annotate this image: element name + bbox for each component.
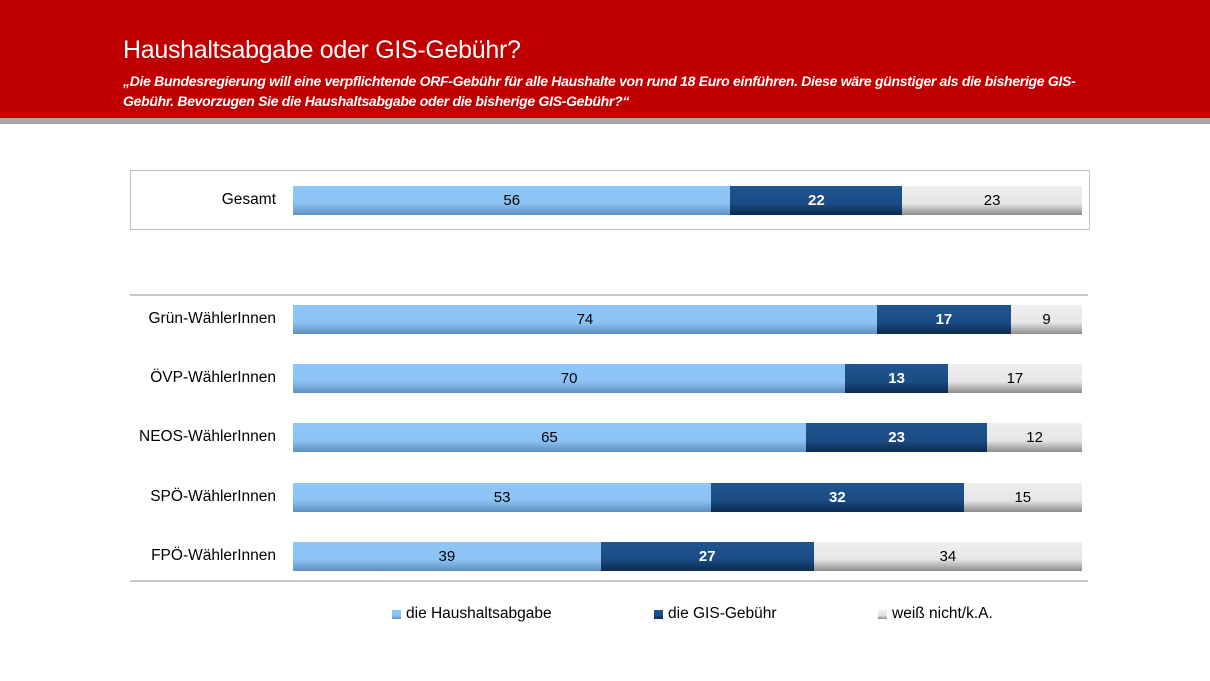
bar-row: 70 13 17: [293, 364, 1082, 393]
row-label: SPÖ-WählerInnen: [150, 488, 276, 505]
data-label: 34: [939, 548, 957, 565]
bar-segment: 70: [293, 364, 846, 393]
legend-item-haushaltsabgabe: die Haushaltsabgabe: [392, 605, 552, 623]
bar-segment: 39: [293, 542, 601, 571]
data-label: 39: [438, 548, 456, 565]
data-label: 15: [1014, 489, 1032, 506]
bar-segment: 13: [845, 364, 948, 393]
data-label: 22: [808, 192, 825, 209]
legend-swatch: [878, 609, 887, 619]
bar-segment: 15: [963, 483, 1082, 512]
legend-label: weiß nicht/k.A.: [892, 605, 993, 622]
data-label: 56: [503, 192, 521, 209]
legend: die Haushaltsabgabe die GIS-Gebühr weiß …: [0, 605, 1210, 625]
bar-segment: 34: [813, 542, 1082, 571]
legend-item-weiss-nicht: weiß nicht/k.A.: [878, 605, 993, 623]
bar-segment: 32: [711, 483, 964, 512]
legend-swatch: [392, 609, 401, 619]
bar-segment: 65: [293, 423, 806, 452]
total-box: [130, 170, 1090, 230]
data-label: 74: [576, 311, 594, 328]
legend-item-gis-gebuehr: die GIS-Gebühr: [654, 605, 777, 623]
data-label: 23: [983, 192, 1001, 209]
bar-segment: 53: [293, 483, 712, 512]
header-divider: [0, 118, 1210, 124]
bar-row: 53 32 15: [293, 483, 1082, 512]
legend-swatch: [654, 609, 663, 619]
data-label: 27: [698, 548, 716, 565]
bar-segment: 12: [987, 423, 1082, 452]
data-label: 17: [935, 311, 953, 328]
data-label: 23: [888, 429, 905, 446]
bar-segment: 27: [600, 542, 814, 571]
page-title: Haushaltsabgabe oder GIS-Gebühr?: [123, 36, 521, 64]
legend-label: die GIS-Gebühr: [668, 605, 777, 622]
row-label: FPÖ-WählerInnen: [151, 547, 276, 564]
bar-segment: 74: [293, 305, 877, 334]
bar-segment: 22: [730, 186, 903, 215]
data-label: 53: [493, 489, 511, 506]
bar-row: 74 17 9: [293, 305, 1082, 334]
row-label: ÖVP-WählerInnen: [150, 369, 276, 386]
divider-top: [130, 294, 1088, 296]
data-label: 65: [541, 429, 558, 446]
bar-row: 56 22 23: [293, 186, 1082, 215]
data-label: 12: [1026, 429, 1043, 446]
bar-segment: 9: [1010, 305, 1082, 334]
bar-row: 65 23 12: [293, 423, 1082, 452]
data-label: 17: [1006, 370, 1024, 387]
bar-segment: 56: [293, 186, 731, 215]
bar-row: 39 27 34: [293, 542, 1082, 571]
bar-segment: 23: [902, 186, 1082, 215]
row-label: NEOS-WählerInnen: [139, 428, 276, 445]
data-label: 70: [560, 370, 578, 387]
question-text: „Die Bundesregierung will eine verpflich…: [123, 73, 1076, 109]
row-label: Gesamt: [221, 191, 276, 208]
header-banner: [0, 0, 1210, 118]
row-label: Grün-WählerInnen: [148, 310, 276, 327]
data-label: 32: [829, 489, 846, 506]
bar-segment: 17: [947, 364, 1082, 393]
bar-segment: 23: [805, 423, 988, 452]
bar-segment: 17: [876, 305, 1011, 334]
data-label: 9: [1042, 311, 1051, 328]
legend-label: die Haushaltsabgabe: [406, 605, 552, 622]
divider-bottom: [130, 580, 1088, 582]
data-label: 13: [888, 370, 905, 387]
